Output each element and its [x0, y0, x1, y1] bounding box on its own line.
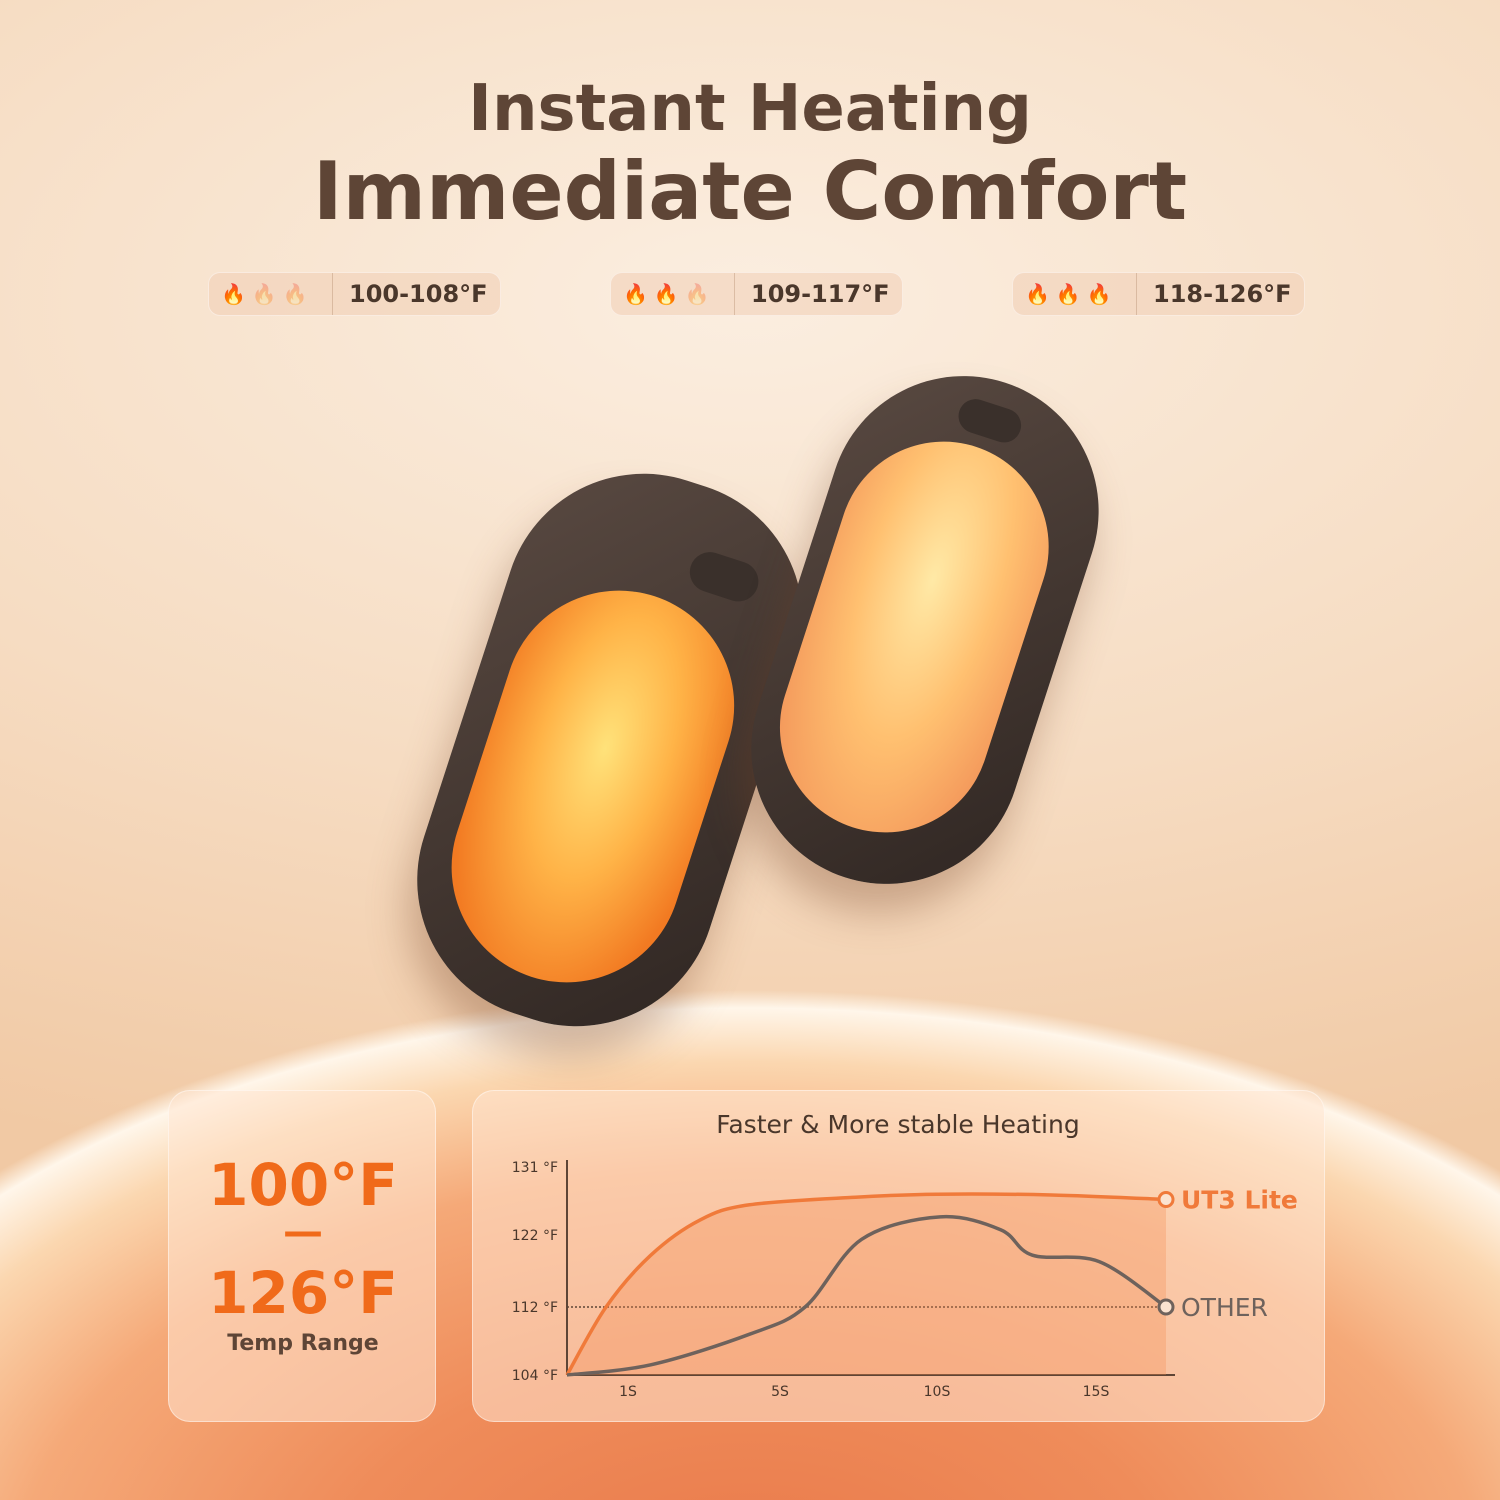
temp-high: 126°F [208, 1259, 398, 1327]
y-tick-label: 131 °F [512, 1160, 558, 1176]
series-end-marker [1157, 1298, 1175, 1316]
series-label: OTHER [1181, 1293, 1268, 1322]
heat-level-badge-1: 🔥 🔥 🔥 100-108°F [208, 272, 501, 316]
level-range: 109-117°F [751, 280, 890, 308]
flame-icon: 🔥 [684, 282, 710, 306]
series-end-marker [1157, 1190, 1175, 1208]
heat-level-badge-2: 🔥 🔥 🔥 109-117°F [610, 272, 903, 316]
flame-icon: 🔥 [1055, 282, 1081, 306]
flame-icon: 🔥 [1086, 282, 1112, 306]
series-line-ut3-lite [565, 1192, 1167, 1376]
series-line-other [566, 1214, 1167, 1377]
x-tick-label: 1S [619, 1384, 637, 1400]
flame-icon: 🔥 [623, 282, 648, 306]
flame-icons: 🔥 🔥 🔥 [1013, 273, 1137, 315]
y-tick-label: 122 °F [512, 1228, 558, 1244]
series-label: UT3 Lite [1181, 1185, 1298, 1214]
temp-range-card: 100°F — 126°F Temp Range [168, 1090, 436, 1422]
flame-icon: 🔥 [282, 282, 308, 306]
flame-icon: 🔥 [221, 282, 246, 306]
chart-title: Faster & More stable Heating [716, 1110, 1079, 1139]
flame-icon: 🔥 [653, 282, 679, 306]
flame-icon: 🔥 [1025, 282, 1050, 306]
x-tick-label: 10S [924, 1384, 951, 1400]
flame-icons: 🔥 🔥 🔥 [611, 273, 735, 315]
flame-icons: 🔥 🔥 🔥 [209, 273, 333, 315]
x-tick-label: 15S [1083, 1384, 1110, 1400]
flame-icon: 🔥 [251, 282, 277, 306]
heat-level-badge-3: 🔥 🔥 🔥 118-126°F [1012, 272, 1305, 316]
headline: Instant Heating [468, 72, 1032, 146]
y-tick-label: 112 °F [512, 1300, 558, 1316]
series-area [567, 1194, 1166, 1375]
x-tick-label: 5S [771, 1384, 789, 1400]
temp-low: 100°F [208, 1151, 398, 1219]
temp-dash: — [283, 1209, 323, 1255]
y-tick-label: 104 °F [512, 1368, 558, 1384]
heating-chart-card [472, 1090, 1325, 1422]
level-range: 100-108°F [349, 280, 488, 308]
subheadline: Immediate Comfort [312, 145, 1188, 238]
level-range: 118-126°F [1153, 280, 1292, 308]
temp-range-label: Temp Range [227, 1331, 379, 1356]
